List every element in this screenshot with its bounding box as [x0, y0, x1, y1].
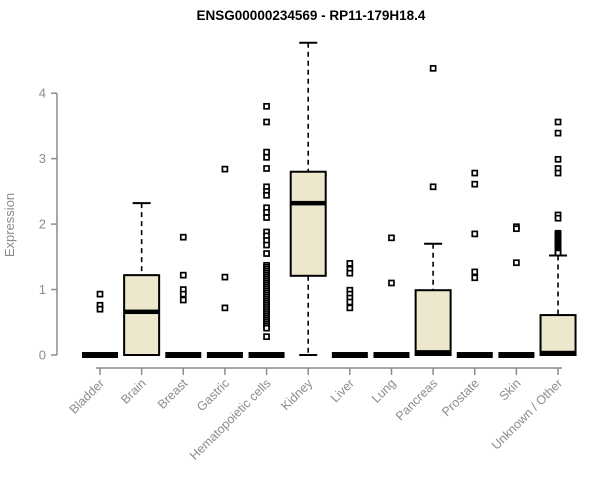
collapsed-box [331, 352, 368, 358]
category-label: Skin [496, 376, 523, 403]
box [539, 314, 577, 356]
outlier-point [263, 208, 270, 216]
category-label: Brain [118, 376, 149, 407]
box-median [415, 350, 451, 355]
outlier-point [263, 148, 270, 156]
outlier-point [263, 333, 270, 341]
outlier-point [263, 214, 270, 221]
category-label: Prostate [439, 376, 482, 419]
box-median [540, 350, 576, 356]
category-label: Unknown / Other [489, 376, 565, 452]
boxplot-liver [331, 260, 368, 358]
outlier-point [221, 304, 229, 312]
outlier-point [179, 296, 187, 304]
boxplot-skin [498, 223, 535, 358]
outlier-point [471, 180, 479, 188]
boxplot-brain [123, 202, 161, 356]
outlier-point [263, 102, 270, 110]
collapsed-box [498, 352, 535, 358]
y-axis: 0 1 2 3 4 [39, 86, 58, 363]
outlier-point [263, 241, 270, 249]
outlier-point [221, 273, 229, 281]
y-tick-label: 4 [39, 86, 46, 101]
category-label: Bladder [67, 376, 107, 416]
outlier-point [429, 64, 437, 72]
boxplot-gastric [206, 165, 243, 358]
boxplot-breast [165, 233, 202, 358]
box [123, 274, 161, 356]
boxplot-lung [373, 234, 410, 358]
outlier-point [179, 233, 187, 241]
y-axis-title: Expression [2, 193, 17, 257]
box-median [290, 200, 326, 206]
outlier-point [96, 305, 104, 313]
collapsed-box [82, 352, 118, 358]
boxplot-bladder [82, 290, 118, 358]
category-label: Breast [155, 376, 191, 412]
outlier-point [263, 250, 270, 257]
outlier-point [221, 165, 229, 173]
boxplot-prostate [456, 169, 493, 358]
collapsed-box [373, 352, 410, 358]
outlier-point [554, 214, 562, 222]
collapsed-box [206, 352, 243, 358]
category-label: Liver [328, 376, 357, 405]
category-label: Hematopoietic cells [187, 376, 274, 463]
outlier-point [471, 230, 479, 238]
category-label: Gastric [194, 376, 232, 414]
outlier-point [554, 169, 562, 177]
category-label: Kidney [278, 376, 315, 413]
y-tick-label: 1 [39, 282, 46, 297]
outlier-point [263, 191, 270, 199]
outlier-point [388, 279, 395, 287]
outlier-point [554, 249, 562, 257]
box [289, 170, 327, 277]
outlier-point [388, 234, 395, 242]
outlier-point [96, 290, 104, 298]
box-median [124, 309, 160, 315]
outlier-point [554, 129, 562, 137]
outlier-point [263, 165, 270, 172]
chart-title: ENSG00000234569 - RP11-179H18.4 [197, 8, 426, 23]
category-label: Pancreas [393, 376, 440, 423]
box [414, 289, 452, 356]
outlier-point [263, 153, 270, 161]
outlier-point [346, 269, 354, 277]
category-label: Lung [369, 376, 399, 406]
collapsed-box [456, 352, 493, 358]
outlier-point [263, 324, 270, 332]
outlier-point [471, 268, 479, 276]
outlier-point [179, 271, 187, 279]
collapsed-box [165, 352, 202, 358]
boxes [82, 41, 577, 358]
outlier-point [346, 298, 354, 306]
y-tick-label: 2 [39, 217, 46, 232]
outlier-point [513, 225, 520, 233]
outlier-point [346, 260, 354, 267]
y-tick-label: 3 [39, 151, 46, 166]
outlier-point [513, 259, 520, 267]
outlier-point [429, 183, 437, 191]
outlier-point [471, 169, 479, 177]
outlier-point [346, 304, 354, 312]
outlier-point [471, 274, 479, 282]
outlier-point [554, 155, 562, 163]
boxplot-unknown-other [539, 118, 577, 356]
y-tick-label: 0 [39, 348, 46, 363]
outlier-point [554, 118, 562, 126]
boxplot-hematopoietic-cells [248, 102, 285, 358]
outlier-point [263, 118, 270, 126]
boxplot-pancreas [414, 64, 452, 356]
outlier-point [179, 290, 187, 298]
collapsed-box [248, 352, 285, 358]
boxplot-kidney [289, 41, 327, 356]
